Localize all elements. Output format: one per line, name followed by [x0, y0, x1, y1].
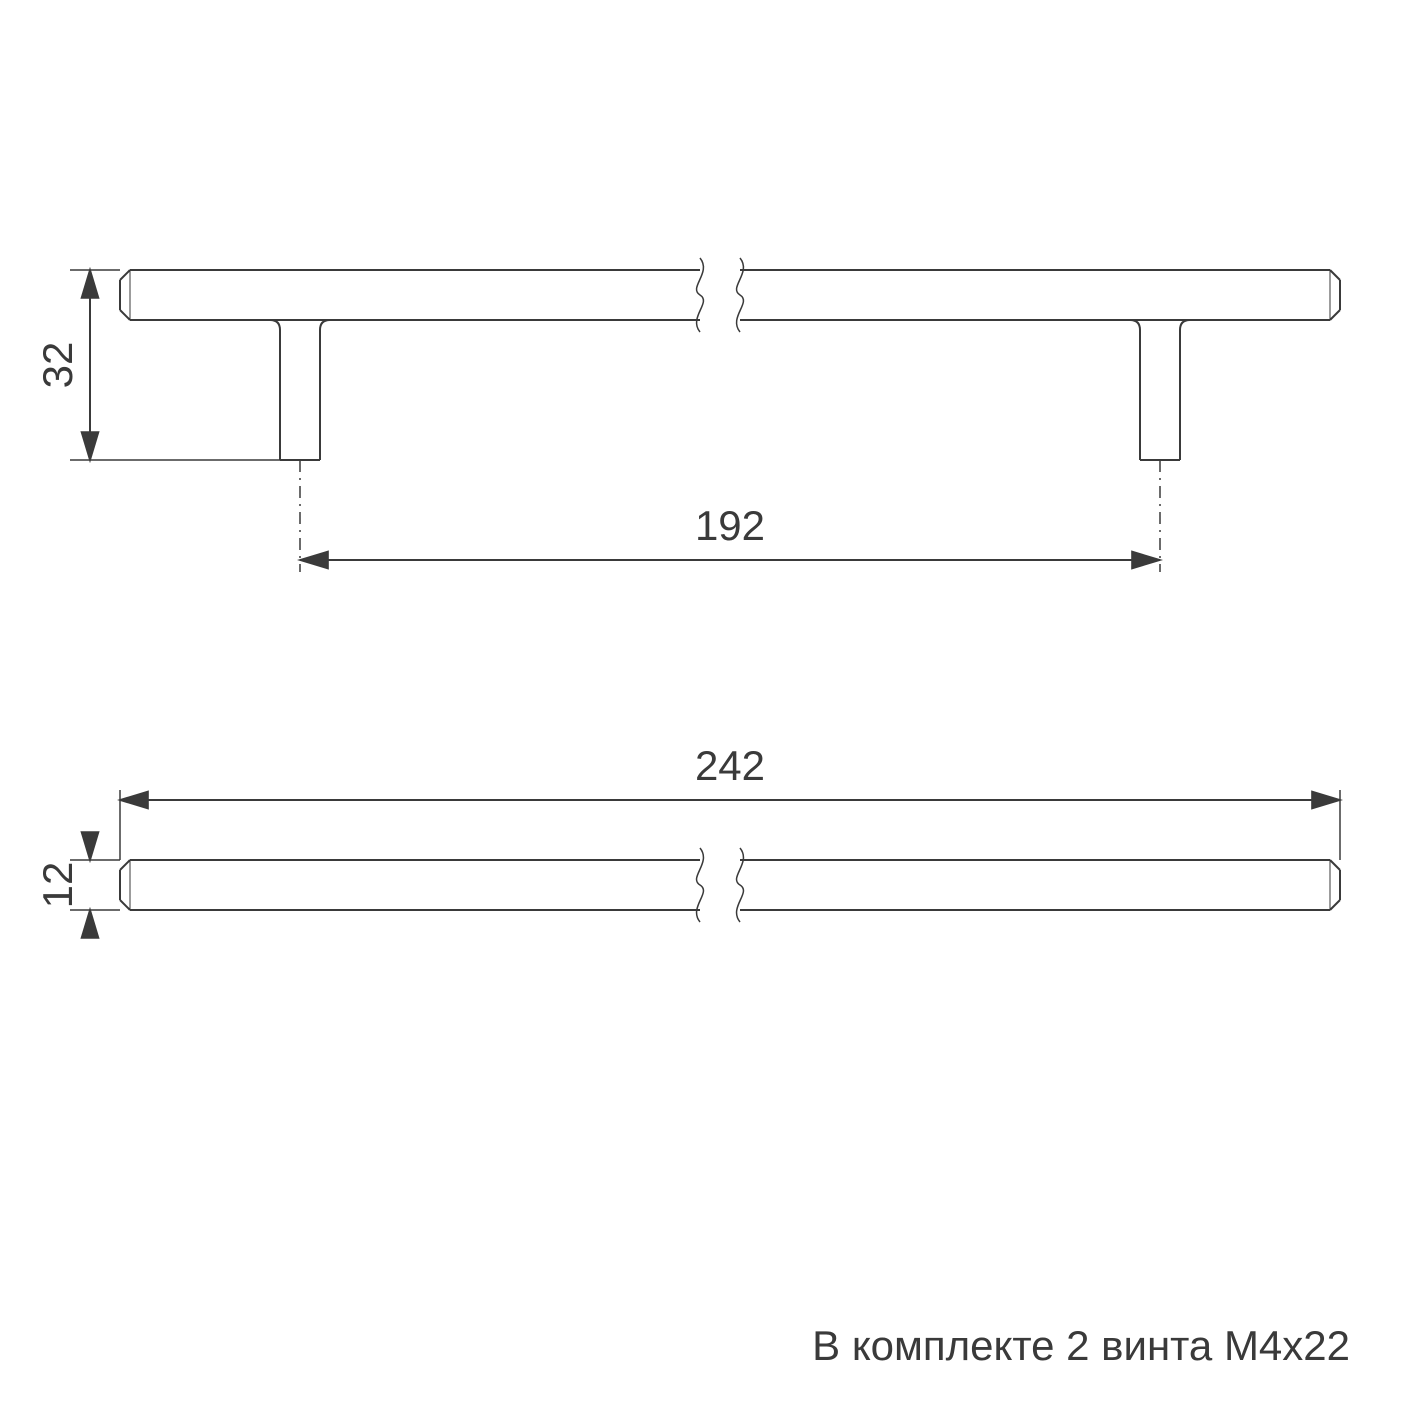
- dim-32: 32: [34, 342, 81, 389]
- included-screws-note: В комплекте 2 винта М4х22: [812, 1322, 1350, 1369]
- technical-drawing: 32 192 242 12 В комплекте 2 винта М4х22: [0, 0, 1418, 1418]
- dim-12: 12: [34, 862, 81, 909]
- dim-242: 242: [695, 742, 765, 789]
- dim-192: 192: [695, 502, 765, 549]
